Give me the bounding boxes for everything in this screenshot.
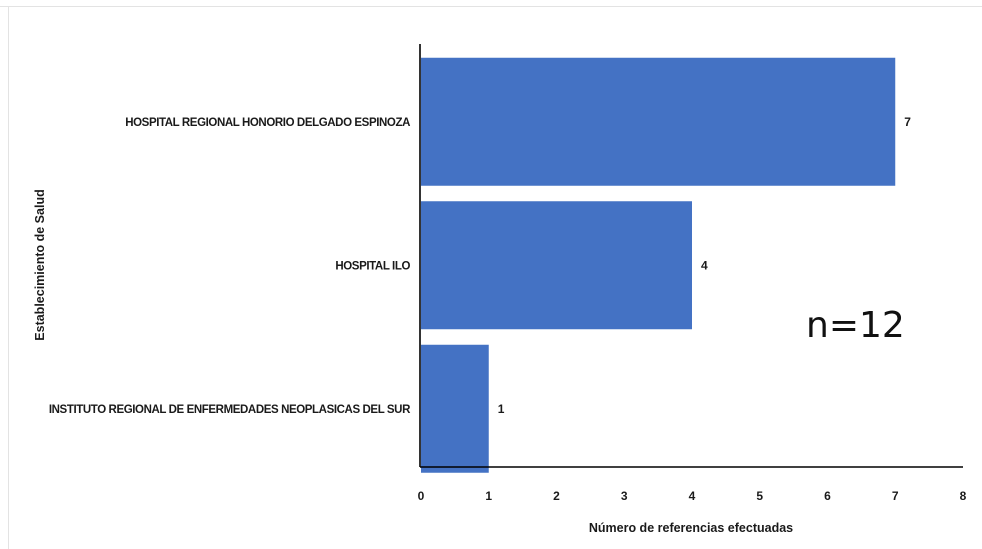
bar-2 xyxy=(421,201,692,330)
sample-size-annotation: n=12 xyxy=(806,305,905,346)
data-label: 7 xyxy=(904,115,911,129)
category-label: HOSPITAL ILO xyxy=(335,260,410,272)
data-label: 1 xyxy=(498,402,505,416)
x-tick-label: 8 xyxy=(960,489,967,503)
data-labels: 7 4 1 xyxy=(498,115,912,416)
x-tick-label: 0 xyxy=(418,489,425,503)
category-label: INSTITUTO REGIONAL DE ENFERMEDADES NEOPL… xyxy=(49,404,411,416)
category-labels: HOSPITAL REGIONAL HONORIO DELGADO ESPINO… xyxy=(49,117,412,416)
bar-chart: HOSPITAL REGIONAL HONORIO DELGADO ESPINO… xyxy=(33,44,967,535)
y-axis-title: Establecimiento de Salud xyxy=(33,189,47,340)
x-tick-label: 6 xyxy=(824,489,831,503)
x-tick-label: 2 xyxy=(553,489,560,503)
data-label: 4 xyxy=(701,258,708,272)
x-axis-title: Número de referencias efectuadas xyxy=(589,521,793,535)
x-tick-label: 3 xyxy=(621,489,628,503)
x-tick-label: 4 xyxy=(689,489,696,503)
bar-3 xyxy=(421,344,489,473)
bars-group xyxy=(421,57,896,473)
x-tick-label: 7 xyxy=(892,489,899,503)
category-label: HOSPITAL REGIONAL HONORIO DELGADO ESPINO… xyxy=(125,117,410,129)
x-tick-labels: 0 1 2 3 4 5 6 7 8 xyxy=(418,489,967,503)
bar-1 xyxy=(421,57,896,186)
x-tick-label: 5 xyxy=(756,489,763,503)
x-tick-label: 1 xyxy=(485,489,492,503)
